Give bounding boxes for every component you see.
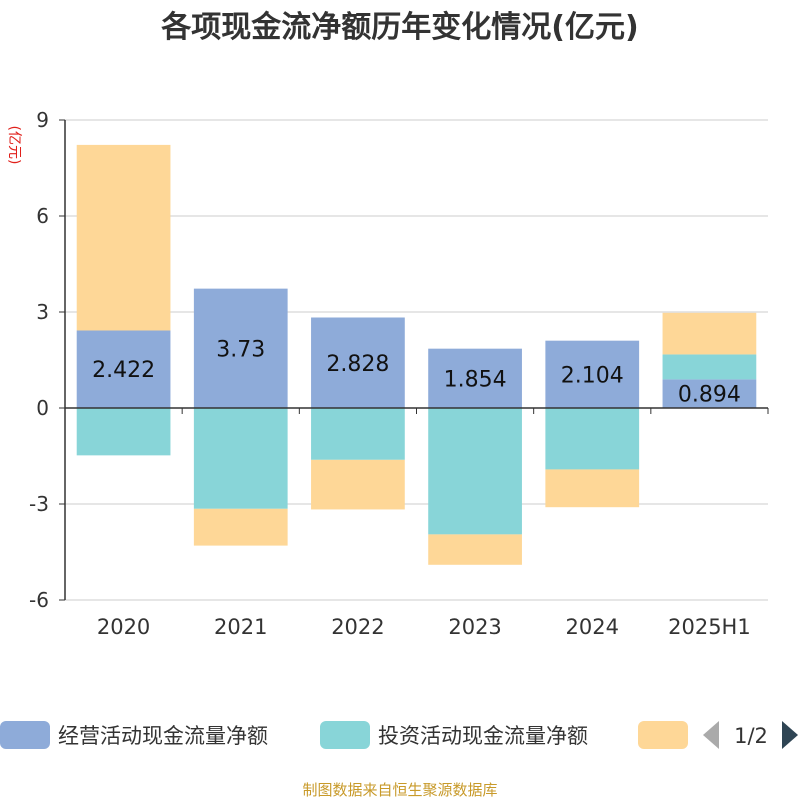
legend-swatch[interactable] — [320, 721, 370, 749]
x-tick-label: 2023 — [448, 615, 501, 639]
y-tick-label: -6 — [29, 588, 49, 612]
bar — [193, 288, 288, 408]
bar — [311, 408, 405, 460]
legend-swatch[interactable] — [0, 721, 50, 749]
bar — [428, 348, 522, 408]
data-label: 2.422 — [92, 358, 155, 383]
legend-label[interactable]: 经营活动现金流量净额 — [58, 724, 268, 748]
legend: 经营活动现金流量净额 投资活动现金流量净额 1/2 — [0, 721, 798, 749]
bar — [545, 408, 640, 470]
data-labels: 2.422 3.73 2.828 1.854 2.104 0.894 — [92, 337, 741, 407]
legend-prev-page-icon[interactable] — [703, 721, 719, 749]
bar — [76, 408, 171, 456]
y-tick-label: 0 — [36, 396, 49, 420]
bars — [76, 144, 757, 565]
bar — [193, 508, 288, 546]
legend-label[interactable]: 投资活动现金流量净额 — [378, 724, 588, 748]
data-label: 1.854 — [444, 367, 507, 392]
bar — [662, 379, 757, 408]
legend-page-indicator: 1/2 — [734, 724, 768, 748]
legend-next-page-icon[interactable] — [782, 721, 798, 749]
bar — [662, 312, 757, 355]
bar — [428, 408, 522, 535]
y-tick-label: 3 — [36, 300, 49, 324]
y-tick-label: 6 — [36, 204, 49, 228]
x-tick-label: 2024 — [566, 615, 619, 639]
bar — [428, 534, 522, 565]
source-note: 制图数据来自恒生聚源数据库 — [302, 781, 497, 799]
bar — [76, 144, 171, 331]
y-tick-label: 9 — [36, 108, 49, 132]
x-tick-label: 2021 — [214, 615, 267, 639]
bar — [193, 408, 288, 509]
bar — [311, 459, 405, 510]
y-tick-label: -3 — [29, 492, 49, 516]
bar — [76, 330, 171, 408]
x-tick-label: 2020 — [97, 615, 150, 639]
chart-title: 各项现金流净额历年变化情况(亿元) — [160, 10, 638, 45]
data-label: 2.104 — [561, 363, 624, 388]
bar — [311, 317, 405, 408]
legend-swatch[interactable] — [638, 721, 688, 749]
bar — [545, 469, 640, 508]
x-tick-label: 2022 — [331, 615, 384, 639]
bar — [662, 354, 757, 380]
data-label: 2.828 — [326, 352, 389, 377]
axes: -6 -3 0 3 6 9 2020 2021 2022 2023 2024 2025H1 — [29, 108, 769, 639]
x-tick-label: 2025H1 — [668, 615, 751, 639]
data-label: 3.73 — [216, 337, 265, 362]
y-axis-unit-label: (亿元) — [6, 126, 22, 165]
grid-lines — [65, 119, 768, 601]
data-label: 0.894 — [678, 383, 741, 408]
bar — [545, 340, 640, 408]
